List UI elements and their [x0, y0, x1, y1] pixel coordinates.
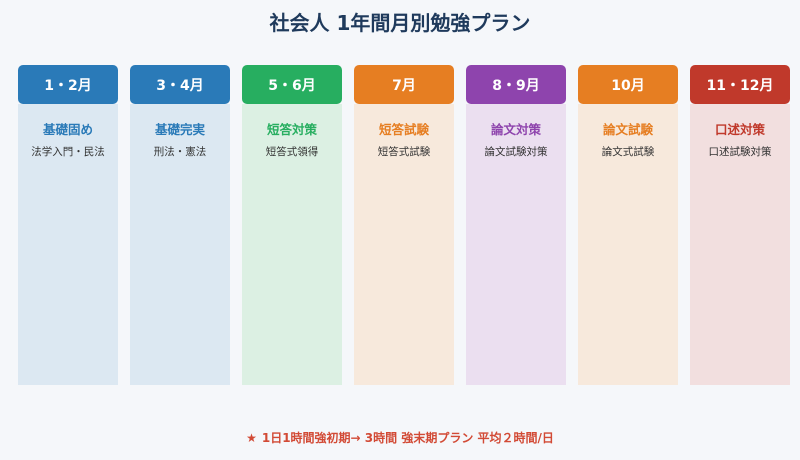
column-heading: 基礎完実	[154, 122, 205, 137]
month-header: 7月	[354, 65, 454, 104]
month-header: 11・12月	[690, 65, 790, 104]
month-column-5: 8・9月 論文対策 論文試験対策	[466, 65, 566, 385]
star-icon: ★	[246, 431, 257, 445]
column-body: 基礎完実 刑法・憲法	[130, 104, 230, 385]
page-title: 社会人 1年間月別勉強プラン	[269, 11, 531, 35]
month-column-3: 5・6月 短答対策 短答式領得	[242, 65, 342, 385]
column-body: 論文対策 論文試験対策	[466, 104, 566, 385]
column-heading: 口述対策	[714, 122, 765, 137]
column-description: 刑法・憲法	[153, 146, 207, 158]
column-description: 口述試験対策	[708, 146, 772, 158]
month-column-4: 7月 短答試験 短答式試験	[354, 65, 454, 385]
column-description: 短答式試験	[377, 146, 431, 158]
month-header: 1・2月	[18, 65, 118, 104]
month-header: 3・4月	[130, 65, 230, 104]
footer-note: ★ 1日1時間強初期→ 3時間 強末期プラン 平均２時間/日	[0, 428, 800, 448]
month-column-7: 11・12月 口述対策 口述試験対策	[690, 65, 790, 385]
column-description: 法学入門・民法	[31, 146, 105, 158]
column-description: 短答式領得	[265, 146, 319, 158]
month-columns: 1・2月 基礎固め 法学入門・民法 3・4月 基礎完実 刑法・憲法 5・6月 短…	[18, 65, 790, 385]
footer-text: 1日1時間強初期→ 3時間 強末期プラン 平均２時間/日	[261, 431, 554, 445]
column-description: 論文式試験	[601, 146, 655, 158]
column-body: 口述対策 口述試験対策	[690, 104, 790, 385]
column-heading: 論文対策	[490, 122, 541, 137]
column-body: 短答対策 短答式領得	[242, 104, 342, 385]
column-description: 論文試験対策	[484, 146, 548, 158]
column-body: 論文試験 論文式試験	[578, 104, 678, 385]
month-header: 8・9月	[466, 65, 566, 104]
column-heading: 論文試験	[602, 122, 653, 137]
column-heading: 基礎固め	[42, 122, 93, 137]
column-body: 短答試験 短答式試験	[354, 104, 454, 385]
column-heading: 短答対策	[266, 122, 317, 137]
column-heading: 短答試験	[378, 122, 429, 137]
month-column-1: 1・2月 基礎固め 法学入門・民法	[18, 65, 118, 385]
month-header: 5・6月	[242, 65, 342, 104]
month-header: 10月	[578, 65, 678, 104]
column-body: 基礎固め 法学入門・民法	[18, 104, 118, 385]
month-column-6: 10月 論文試験 論文式試験	[578, 65, 678, 385]
month-column-2: 3・4月 基礎完実 刑法・憲法	[130, 65, 230, 385]
